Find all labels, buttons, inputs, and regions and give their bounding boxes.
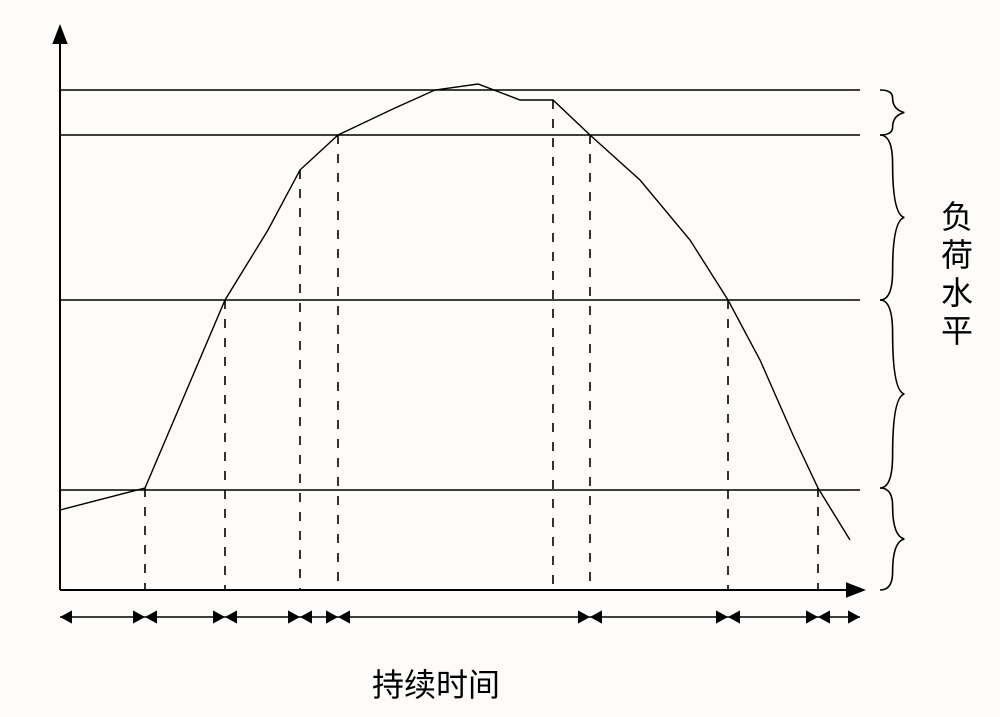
chart-svg: [0, 0, 1000, 717]
y-axis-label: 负荷水平: [935, 200, 975, 352]
chart-canvas: 负荷水平 持续时间: [0, 0, 1000, 717]
x-axis-label: 持续时间: [372, 660, 500, 706]
